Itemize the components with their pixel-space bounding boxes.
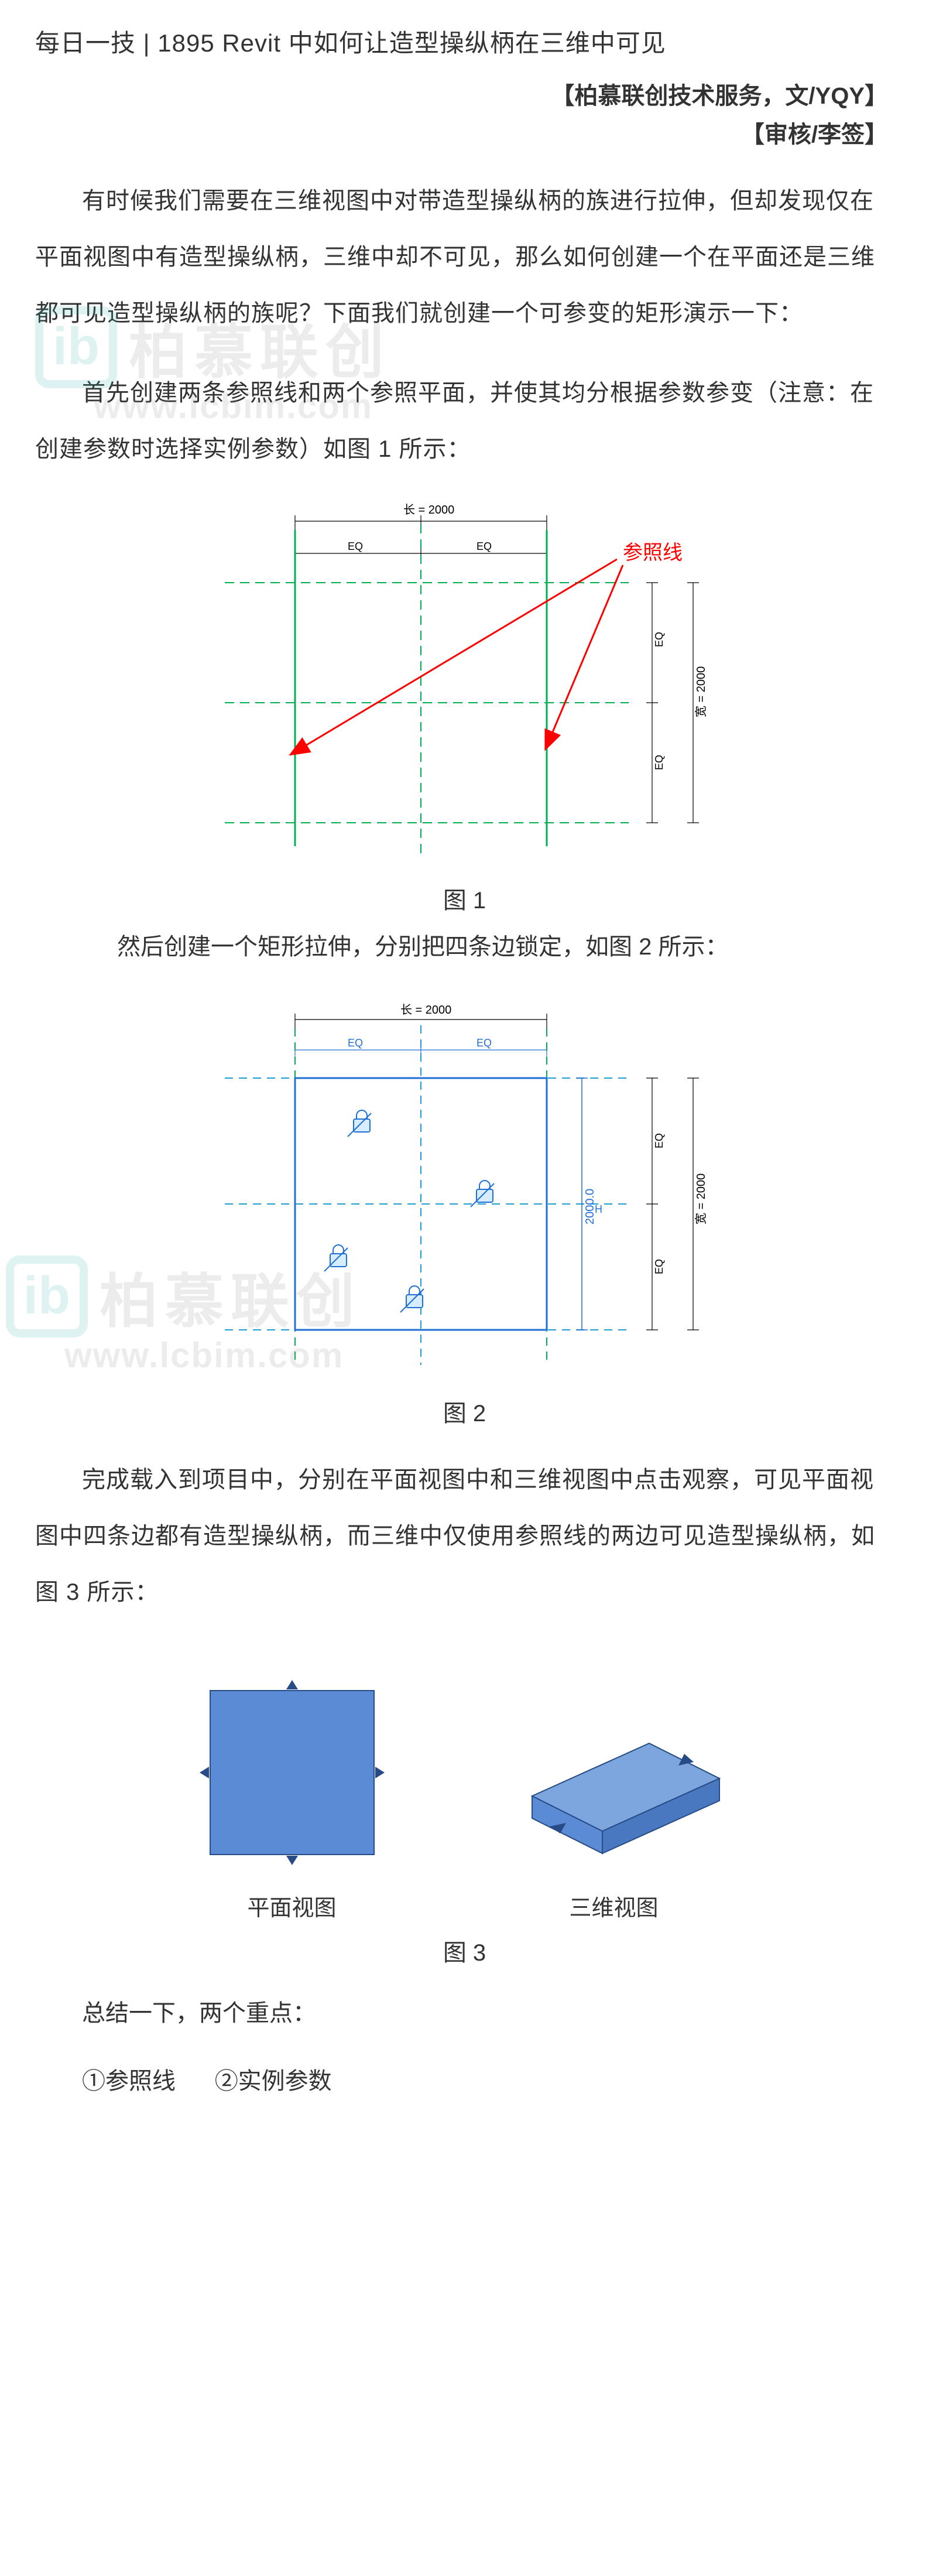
lock-icon [330, 1110, 493, 1308]
svg-text:EQ: EQ [653, 1259, 665, 1274]
svg-text:EQ: EQ [348, 540, 363, 552]
summary-points: ①参照线 ②实例参数 [35, 2053, 894, 2109]
dim-long: 长 = 2000 [403, 503, 454, 516]
paragraph-3: 完成载入到项目中，分别在平面视图中和三维视图中点击观察，可见平面视图中四条边都有… [35, 1452, 894, 1620]
svg-text:EQ: EQ [348, 1037, 363, 1049]
figure-2-caption: 图 2 [443, 1394, 486, 1428]
svg-text:长 = 2000: 长 = 2000 [400, 1003, 451, 1017]
paragraph-2: 首先创建两条参照线和两个参照平面，并使其均分根据参数参变（注意：在创建参数时选择… [35, 365, 894, 477]
point-1: ①参照线 [82, 2068, 176, 2094]
figure-3-plan [187, 1673, 397, 1872]
figure-2-svg: 长 = 2000 EQ EQ [172, 996, 757, 1383]
ref-line-label: 参照线 [623, 542, 683, 564]
article-title: 每日一技 | 1895 Revit 中如何让造型操纵柄在三维中可见 [35, 23, 894, 59]
svg-text:宽 = 2000: 宽 = 2000 [694, 1174, 708, 1224]
svg-text:H: H [595, 1203, 602, 1215]
figure-1-after-text: 然后创建一个矩形拉伸，分别把四条边锁定，如图 2 所示： [35, 921, 894, 973]
figure-3: 平面视图 三维视图 图 3 [35, 1638, 894, 1968]
byline-reviewer: 【审核/李签】 [35, 115, 894, 149]
svg-text:EQ: EQ [477, 540, 492, 552]
svg-text:EQ: EQ [477, 1037, 492, 1049]
figure-3-caption: 图 3 [443, 1934, 486, 1968]
paragraph-1: 有时候我们需要在三维视图中对带造型操纵柄的族进行拉伸，但却发现仅在平面视图中有造… [35, 173, 894, 341]
svg-text:EQ: EQ [653, 755, 665, 770]
svg-text:EQ: EQ [653, 1133, 665, 1148]
figure-1: 长 = 2000 EQ EQ EQ EQ [35, 495, 894, 973]
figure-3-right-label: 三维视图 [569, 1890, 658, 1922]
figure-1-caption: 图 1 [443, 881, 486, 915]
byline-author: 【柏慕联创技术服务，文/YQY】 [35, 77, 894, 111]
figure-3-left-label: 平面视图 [247, 1890, 336, 1922]
figure-3-3d [485, 1696, 743, 1872]
figure-2: 长 = 2000 EQ EQ [35, 996, 894, 1428]
summary-text: 总结一下，两个重点： [35, 1985, 894, 2041]
svg-text:EQ: EQ [653, 632, 665, 647]
figure-1-svg: 长 = 2000 EQ EQ EQ EQ [172, 495, 757, 870]
dim-wide: 宽 = 2000 [694, 666, 708, 717]
point-2: ②实例参数 [215, 2068, 332, 2094]
